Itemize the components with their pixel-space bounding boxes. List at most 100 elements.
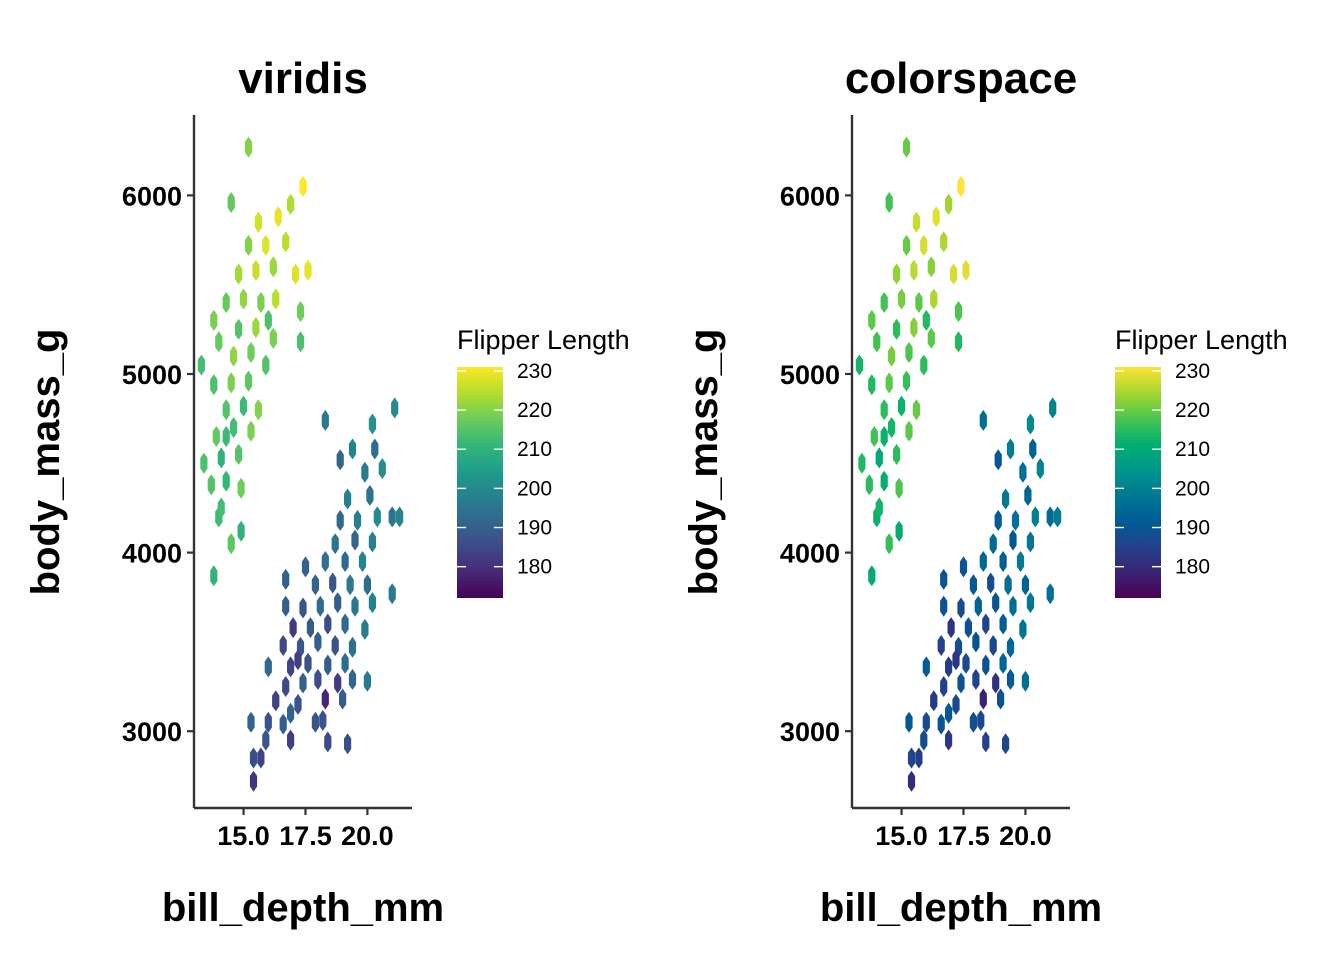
hex-bin: [868, 565, 876, 587]
y-axis-title: body_mass_g: [24, 329, 68, 596]
hex-bin: [299, 175, 307, 197]
hex-bin: [254, 399, 262, 421]
hex-bin: [200, 452, 208, 474]
hex-bin: [957, 597, 965, 619]
hex-bin: [979, 551, 987, 572]
hex-bin: [994, 509, 1002, 531]
hex-bin: [1006, 438, 1015, 460]
hex-bin: [294, 693, 302, 715]
hex-bin: [235, 443, 243, 465]
hex-bin: [945, 702, 953, 724]
hex-bin: [319, 710, 327, 731]
hex-bin: [897, 288, 906, 310]
hex-bin: [1054, 506, 1062, 528]
hex-bin: [348, 636, 357, 658]
hex-bin: [930, 690, 938, 712]
hex-bin: [351, 529, 359, 551]
hex-bin: [296, 301, 305, 322]
hex-bin: [324, 731, 332, 753]
hex-bin: [329, 572, 337, 594]
hex-bin: [272, 288, 280, 310]
x-tick-label: 17.5: [937, 821, 990, 851]
hex-bin: [361, 618, 369, 640]
hex-bin: [945, 729, 953, 751]
hex-bin: [257, 292, 265, 313]
legend-tick-label: 180: [1175, 556, 1210, 579]
hex-bin: [947, 617, 955, 639]
hex-bin: [865, 474, 873, 496]
hex-bin: [964, 617, 972, 639]
hex-bin: [1021, 670, 1029, 692]
hexbin-layer: [855, 136, 1062, 792]
hex-bin: [952, 693, 960, 715]
hex-bin: [1004, 574, 1012, 596]
x-tick-label: 20.0: [341, 821, 394, 851]
hex-bin: [893, 318, 901, 340]
hex-bin: [324, 654, 332, 676]
hex-bin: [1006, 636, 1015, 658]
hex-bin: [282, 676, 290, 697]
hex-bin: [875, 447, 883, 469]
x-tick-label: 15.0: [217, 821, 270, 851]
hex-bin: [940, 568, 948, 590]
y-tick-label: 4000: [122, 539, 182, 569]
hex-bin: [254, 211, 262, 233]
hex-bin: [962, 652, 970, 674]
hex-bin: [922, 656, 930, 678]
hex-bin: [301, 556, 310, 578]
hex-bin: [868, 309, 876, 331]
hex-bin: [1011, 509, 1020, 531]
hex-bin: [363, 670, 371, 692]
hex-bin: [885, 192, 893, 213]
hex-bin: [207, 474, 215, 496]
legend-tick-label: 190: [1175, 517, 1210, 540]
hex-bin: [368, 531, 376, 553]
hex-bin: [287, 193, 295, 215]
hex-bin: [922, 309, 930, 331]
chart-panel-colorspace: colorspace 3000 4000 5000 6000 15.0 17.5 20.0 bi…: [682, 54, 1288, 930]
legend-tick-label: 210: [517, 438, 552, 461]
legend-tick-label: 180: [517, 556, 552, 579]
hex-bin: [1026, 531, 1034, 553]
hex-bin: [274, 206, 282, 228]
hex-bin: [940, 676, 948, 697]
hex-bin: [321, 688, 329, 710]
hex-bin: [982, 613, 990, 635]
hex-bin: [873, 331, 881, 353]
hex-bin: [1024, 484, 1032, 506]
hex-bin: [235, 318, 243, 340]
hex-bin: [289, 617, 297, 639]
hex-bin: [915, 747, 923, 769]
hex-bin: [1009, 529, 1017, 551]
hex-bin: [1049, 397, 1057, 419]
hex-bin: [262, 729, 270, 751]
hex-bin: [279, 713, 287, 735]
hex-bin: [331, 533, 339, 555]
y-tick-label: 6000: [122, 181, 182, 211]
hex-bin: [907, 770, 916, 792]
hex-bin: [222, 470, 230, 492]
hex-bin: [282, 568, 290, 590]
hex-bin: [269, 327, 277, 349]
legend-tick-label: 200: [517, 477, 552, 500]
hex-bin: [331, 635, 339, 656]
legend-colorbar: [1115, 367, 1161, 598]
hex-bin: [197, 354, 205, 376]
hex-bin: [252, 259, 260, 281]
chart-title: viridis: [238, 54, 368, 103]
hex-bin: [855, 354, 863, 376]
hex-bin: [902, 136, 911, 158]
hex-bin: [244, 234, 253, 256]
hex-bin: [910, 259, 918, 281]
hex-bin: [314, 668, 322, 690]
hex-bin: [969, 574, 977, 596]
hex-bin: [282, 231, 290, 253]
legend-tick-label: 230: [1175, 360, 1210, 383]
hex-bin: [977, 710, 985, 731]
hex-bin: [336, 449, 344, 471]
hex-bin: [299, 672, 307, 694]
hex-bin: [969, 711, 977, 733]
hex-bin: [247, 711, 255, 733]
hex-bin: [348, 668, 357, 690]
hex-bin: [262, 354, 270, 376]
